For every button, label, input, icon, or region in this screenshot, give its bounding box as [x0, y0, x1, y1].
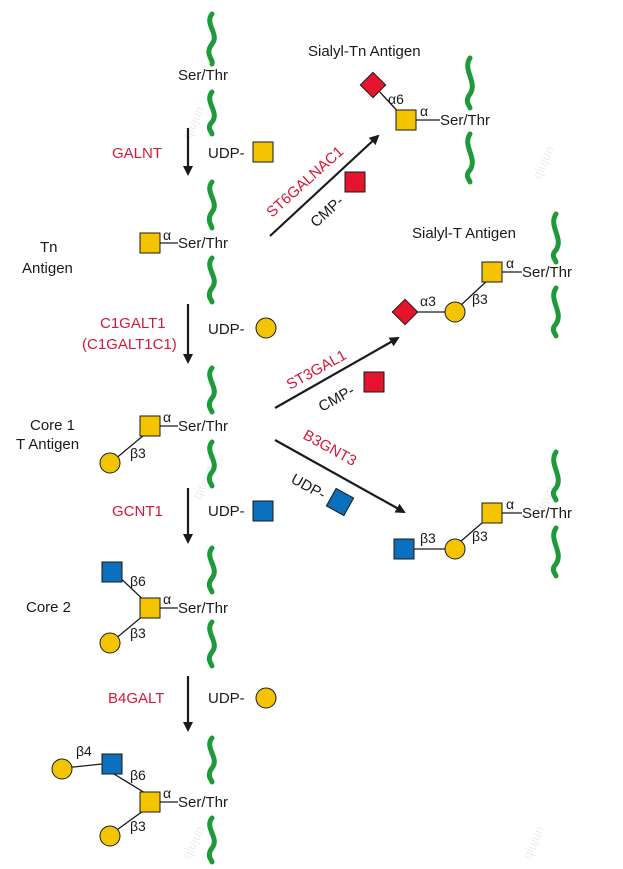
galactose-circle [99, 452, 121, 474]
arrow-st3gal1 [274, 337, 400, 409]
galnac-square [139, 791, 161, 813]
watermark: qiujun [179, 823, 207, 861]
extended-core1: β3 β3 α Ser/Thr [393, 449, 572, 579]
sialic-acid-square [344, 171, 366, 193]
galnac-square [252, 141, 274, 163]
core2: β6 α Ser/Thr β3 [99, 545, 228, 669]
udp-label: UDP- [288, 471, 328, 504]
beta3-label: β3 [130, 625, 146, 641]
alpha-label: α [506, 255, 514, 271]
udp-label: UDP- [208, 321, 245, 338]
galnac-square [139, 415, 161, 437]
alpha-label: α [163, 227, 171, 243]
core2-extended: β4 β6 α Ser/Thr β3 [51, 735, 228, 865]
enzyme-c1galt1: C1GALT1 [100, 315, 166, 332]
galactose-circle [99, 825, 121, 847]
galnac-square [139, 597, 161, 619]
sialyl-tn-title: Sialyl-Tn Antigen [308, 43, 421, 60]
udp-label: UDP- [208, 145, 245, 162]
enzyme-galnt: GALNT [112, 145, 162, 162]
galnac-square [139, 232, 161, 254]
glcnac-square [393, 538, 415, 560]
ser-thr-label: Ser/Thr [178, 600, 228, 617]
galnac-square [481, 261, 503, 283]
ser-thr-label: Ser/Thr [178, 235, 228, 252]
beta3-label: β3 [130, 818, 146, 834]
sialyl-t-title: Sialyl-T Antigen [412, 225, 516, 242]
alpha3-label: α3 [420, 293, 436, 309]
galactose-circle [51, 758, 73, 780]
glcnac-square [325, 487, 355, 517]
alpha-label: α [163, 409, 171, 425]
sialic-acid-diamond [359, 71, 387, 99]
tn-antigen: α Ser/Thr [139, 179, 228, 305]
alpha-label: α [163, 591, 171, 607]
galactose-circle [444, 301, 466, 323]
cmp-label: CMP- [307, 193, 347, 231]
enzyme-gcnt1: GCNT1 [112, 503, 163, 520]
beta3-label: β3 [130, 445, 146, 461]
galnac-square [481, 502, 503, 524]
sialic-acid-square [363, 371, 385, 393]
enzyme-c1galt1c1: (C1GALT1C1) [82, 336, 177, 353]
glcnac-square [101, 753, 123, 775]
core1-label-line2: T Antigen [16, 436, 79, 453]
beta3-label: β3 [420, 530, 436, 546]
ser-thr-label: Ser/Thr [522, 264, 572, 281]
beta6-label: β6 [130, 573, 146, 589]
alpha-label: α [420, 103, 428, 119]
ser-thr-label: Ser/Thr [178, 67, 228, 84]
enzyme-b3gnt3: B3GNT3 [300, 427, 359, 470]
alpha6-label: α6 [388, 91, 404, 107]
galactose-circle [255, 687, 277, 709]
alpha-label: α [506, 496, 514, 512]
peptide-start: Ser/Thr [178, 11, 228, 137]
ser-thr-label: Ser/Thr [178, 794, 228, 811]
udp-label: UDP- [208, 503, 245, 520]
glcnac-square [252, 500, 274, 522]
galactose-circle [99, 632, 121, 654]
beta6-label: β6 [130, 767, 146, 783]
galnac-square [395, 109, 417, 131]
ser-thr-label: Ser/Thr [440, 112, 490, 129]
ser-thr-label: Ser/Thr [178, 418, 228, 435]
watermark: qiujun [529, 143, 557, 181]
beta3-label: β3 [472, 291, 488, 307]
ser-thr-label: Ser/Thr [522, 505, 572, 522]
galactose-circle [255, 317, 277, 339]
core1-label-line1: Core 1 [30, 417, 75, 434]
watermark: qiujun [179, 103, 207, 141]
udp-label: UDP- [208, 690, 245, 707]
tn-antigen-label-line2: Antigen [22, 260, 73, 277]
glcnac-square [101, 561, 123, 583]
beta3-label: β3 [472, 528, 488, 544]
core1-t-antigen: α Ser/Thr β3 [99, 365, 228, 489]
tn-antigen-label-line1: Tn [40, 239, 58, 256]
sialic-acid-diamond [391, 298, 419, 326]
beta4-label: β4 [76, 743, 92, 759]
galactose-circle [444, 538, 466, 560]
arrow-b3gnt3 [274, 439, 406, 513]
alpha-label: α [163, 785, 171, 801]
cmp-label: CMP- [316, 382, 358, 415]
watermark: qiujun [519, 823, 547, 861]
sialyl-tn-antigen: α6 α Ser/Thr [359, 55, 490, 185]
arrow-st6galnac1 [269, 134, 380, 237]
enzyme-b4galt: B4GALT [108, 690, 164, 707]
core2-label: Core 2 [26, 599, 71, 616]
sialyl-t-antigen: α3 β3 α Ser/Thr [391, 211, 572, 339]
